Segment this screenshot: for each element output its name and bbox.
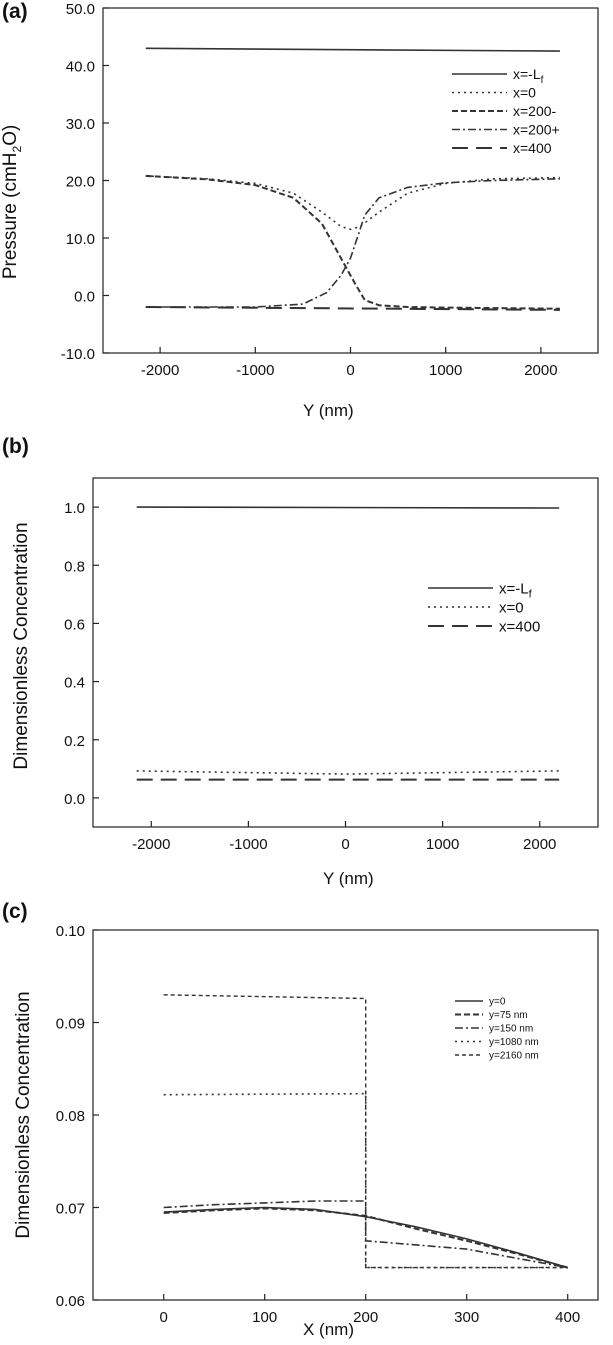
y-tick-label: 20.0 — [66, 174, 95, 191]
legend-label: x=-Lf — [513, 66, 544, 86]
y-tick-label: -10.0 — [61, 346, 95, 363]
panel-a-plot: -2000 -1000 0 1000 2000 -10.0 0.0 10.0 20.0 30.0 4… — [61, 1, 599, 379]
panel-b-x-axis-label: Y (nm) — [323, 869, 374, 888]
y-tick-label: 50.0 — [66, 1, 95, 18]
series-line — [163, 994, 568, 1269]
plot-frame — [92, 929, 599, 1301]
legend-label: x=400 — [513, 140, 552, 156]
legend-label: y=0 — [489, 997, 506, 1008]
y-tick-label: 0.06 — [56, 1293, 85, 1310]
x-tick-label: -2000 — [132, 836, 170, 853]
plot-frame — [102, 7, 599, 354]
x-tick-label: -2000 — [141, 362, 179, 379]
legend-label: y=2160 nm — [489, 1051, 539, 1062]
legend-label-subscript: f — [541, 75, 544, 86]
legend-label: x=400 — [499, 618, 540, 635]
series-line — [145, 175, 560, 231]
y-tick-label: 0.10 — [56, 923, 85, 940]
legend-label: x=200+ — [513, 121, 560, 137]
y-tick-label: 0.08 — [56, 1108, 85, 1125]
y-tick-label: 0.4 — [64, 675, 85, 692]
series-line — [145, 174, 560, 310]
x-tick-label: -1000 — [229, 836, 267, 853]
y-tick-label: 0.09 — [56, 1016, 85, 1033]
y-tick-label: 0.0 — [74, 289, 95, 306]
x-tick-label: 400 — [555, 1309, 580, 1326]
x-tick-label: -1000 — [236, 362, 274, 379]
x-tick-label: 0 — [346, 362, 354, 379]
x-tick-label: 200 — [353, 1309, 378, 1326]
panel-c-x-axis-label: X (nm) — [303, 1320, 354, 1339]
plot-frame — [92, 477, 599, 828]
x-tick-label: 1000 — [426, 836, 459, 853]
y-tick-label: 0.2 — [64, 733, 85, 750]
panel-a-x-axis-label: Y (nm) — [303, 401, 354, 420]
x-tick-label: 0 — [160, 1309, 168, 1326]
x-tick-label: 300 — [454, 1309, 479, 1326]
panel-b-plot: -2000 -1000 0 1000 2000 0.0 0.2 0.4 0.6 0.8 1.0 x=-… — [64, 477, 599, 853]
y-tick-label: 0.07 — [56, 1201, 85, 1218]
x-tick-label: 2000 — [523, 836, 556, 853]
legend-label: x=200- — [513, 103, 557, 119]
y-tick-label: 10.0 — [66, 231, 95, 248]
panel-c-plot: 0 100 200 300 400 0.06 0.07 0.08 0.09 0.10 y=0 y=75… — [56, 923, 599, 1326]
y-tick-label: 0.6 — [64, 616, 85, 633]
legend-label: y=1080 nm — [489, 1037, 539, 1048]
legend-label: y=75 nm — [489, 1010, 528, 1021]
panel-b: (b) Dimensionless Concentration Y (nm) -… — [0, 435, 613, 900]
series-line — [145, 47, 560, 52]
panel-a-label: (a) — [2, 0, 28, 23]
x-tick-label: 2000 — [524, 362, 557, 379]
legend-label: x=0 — [513, 84, 536, 100]
series-line — [145, 178, 560, 308]
y-tick-label: 30.0 — [66, 116, 95, 133]
series-line — [163, 1092, 568, 1269]
panel-c-label: (c) — [2, 900, 28, 923]
y-tick-label: 0.8 — [64, 558, 85, 575]
panel-c: (c) Dimensionless Concentration X (nm) 0… — [0, 900, 613, 1345]
series-line — [163, 1200, 568, 1269]
y-tick-label: 0.0 — [64, 791, 85, 808]
series-line — [145, 306, 560, 311]
x-tick-label: 1000 — [429, 362, 462, 379]
series-line — [136, 770, 560, 775]
legend-label: x=0 — [499, 599, 524, 616]
panel-a: (a) Pressure (cmH2O) Y (nm) -2000 -1000 0 1… — [0, 0, 613, 430]
panel-b-label: (b) — [2, 435, 29, 458]
legend-label: x=-Lf — [499, 580, 533, 600]
x-tick-label: 0 — [341, 836, 349, 853]
y-tick-label: 40.0 — [66, 59, 95, 76]
legend-label: y=150 nm — [489, 1024, 533, 1035]
series-line — [136, 506, 560, 509]
y-tick-label: 1.0 — [64, 500, 85, 517]
x-tick-label: 100 — [252, 1309, 277, 1326]
legend-label-subscript: f — [529, 588, 533, 600]
